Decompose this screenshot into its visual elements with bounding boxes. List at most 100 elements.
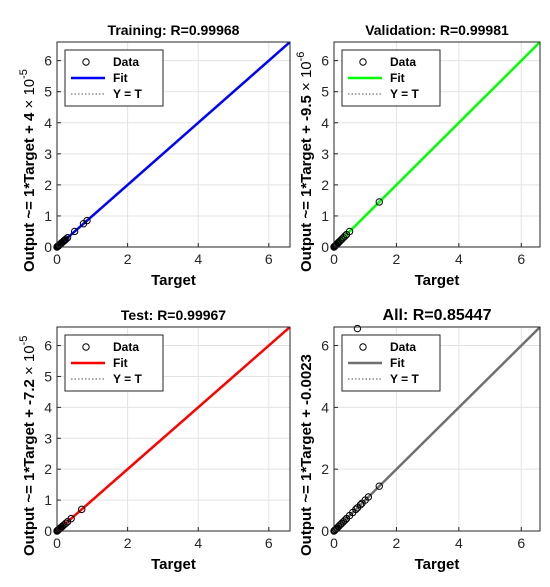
y-tick-label: 6 (44, 338, 52, 354)
y-tick-label: 6 (321, 338, 329, 354)
y-tick-label: 4 (44, 115, 52, 131)
fit-line (57, 42, 290, 247)
legend-fit-label: Fit (390, 356, 405, 370)
chart-title: Training: R=0.99968 (108, 22, 240, 38)
y-tick-label: 2 (44, 461, 52, 477)
fit-line (334, 42, 540, 247)
legend: Data Fit Y = T (341, 49, 441, 107)
legend-data-marker (359, 343, 367, 351)
y-tick-label: 1 (44, 208, 52, 224)
axes-box (56, 41, 291, 248)
legend-data-marker (82, 58, 90, 66)
data-point (352, 505, 360, 514)
legend-data-label: Data (113, 340, 139, 354)
data-point (62, 519, 70, 527)
x-tick-label: 6 (265, 251, 273, 267)
y-tick-label: 5 (321, 84, 329, 100)
y-tick-label: 5 (44, 368, 52, 384)
plot-panel-1: 0 2 4 6 0 1 2 3 4 5 6 Training: R=0.99968 Target Outp… (18, 22, 291, 289)
y-tick-label: 4 (44, 399, 52, 415)
data-point (334, 239, 342, 247)
x-tick-label: 6 (265, 535, 273, 551)
legend-fit-label: Fit (113, 356, 128, 370)
legend-data-label: Data (113, 55, 139, 69)
data-point (57, 523, 66, 531)
legend: Data Fit Y = T (64, 334, 164, 392)
x-tick-label: 4 (194, 251, 202, 267)
axes-box (333, 326, 541, 532)
y-tick-label: 0 (44, 239, 52, 255)
y-axis-label-exponent: -5 (18, 336, 30, 346)
x-tick-label: 0 (53, 251, 61, 267)
legend-identity-label: Y = T (390, 372, 419, 386)
plot-panel-3: 0 2 4 6 0 1 2 3 4 5 6 Test: R=0.99967 Target Output ~… (18, 307, 291, 573)
y-tick-label: 2 (321, 177, 329, 193)
legend: Data Fit Y = T (64, 49, 164, 107)
data-point (356, 501, 365, 509)
y-axis-label-exponent: -6 (295, 52, 307, 62)
y-tick-label: 0 (321, 523, 329, 539)
y-axis-label: Output ~= 1*Target + -9.5 × 10-6 (295, 52, 315, 272)
x-tick-label: 4 (194, 535, 202, 551)
y-tick-label: 4 (321, 115, 329, 131)
y-tick-label: 2 (44, 177, 52, 193)
legend-data-marker (82, 343, 90, 351)
y-axis-label-text: Output ~= 1*Target + 4 (21, 112, 38, 272)
legend-identity-label: Y = T (113, 372, 142, 386)
chart-title: Test: R=0.99967 (121, 307, 226, 323)
x-tick-label: 6 (517, 251, 525, 267)
data-point (375, 482, 383, 490)
data-point (364, 493, 373, 501)
data-point (345, 227, 354, 236)
y-axis-label-text: Output ~= 1*Target + -9.5 (298, 95, 315, 272)
y-axis-label: Output ~= 1*Target + -7.2 × 10-5 (18, 336, 38, 556)
y-tick-label: 1 (44, 492, 52, 508)
y-axis-label-times: × 10 (298, 61, 315, 95)
data-point (59, 237, 68, 246)
legend: Data Fit Y = T (341, 334, 441, 392)
fit-line (57, 327, 290, 531)
y-tick-label: 2 (321, 461, 329, 477)
data-point (83, 216, 91, 225)
legend-fit-label: Fit (113, 71, 128, 85)
y-tick-label: 3 (44, 430, 52, 446)
data-point (341, 232, 349, 240)
legend-identity-label: Y = T (390, 87, 419, 101)
legend-data-marker (359, 58, 367, 66)
x-tick-label: 4 (455, 251, 463, 267)
x-tick-label: 2 (393, 251, 401, 267)
y-tick-label: 5 (44, 84, 52, 100)
y-axis-label: Output ~= 1*Target + 4 × 10-5 (18, 69, 38, 272)
y-axis-label-text: Output ~= 1*Target + -7.2 (21, 379, 38, 556)
x-tick-label: 6 (517, 535, 525, 551)
y-tick-label: 1 (321, 208, 329, 224)
data-point (341, 516, 349, 524)
y-tick-label: 0 (321, 239, 329, 255)
y-axis-label-times: × 10 (21, 345, 38, 379)
x-tick-label: 2 (393, 535, 401, 551)
data-point (67, 514, 75, 523)
y-tick-label: 0 (44, 523, 52, 539)
axes-box (56, 326, 291, 532)
y-axis-label: Output ~= 1*Target + -0.0023 (298, 354, 315, 556)
x-axis-label: Target (151, 272, 196, 289)
legend-data-label: Data (390, 55, 416, 69)
data-point (70, 227, 79, 236)
y-tick-label: 6 (44, 53, 52, 69)
x-tick-label: 4 (455, 535, 463, 551)
x-tick-label: 0 (330, 535, 338, 551)
y-axis-label-text: Output ~= 1*Target + -0.0023 (298, 354, 315, 556)
chart-title: Validation: R=0.99981 (365, 22, 509, 38)
x-tick-label: 2 (124, 251, 132, 267)
y-tick-label: 3 (44, 146, 52, 162)
data-point (63, 233, 72, 242)
x-axis-label: Target (415, 272, 460, 289)
x-tick-label: 0 (53, 535, 61, 551)
data-point (332, 524, 341, 533)
y-tick-label: 4 (321, 399, 329, 415)
x-axis-label: Target (415, 556, 460, 573)
x-tick-label: 2 (124, 535, 132, 551)
plot-panel-4: 0 2 4 6 0 2 4 6 All: R=0.85447 Target Output ~= 1*… (298, 307, 541, 573)
data-point (78, 505, 86, 514)
x-axis-label: Target (151, 556, 196, 573)
